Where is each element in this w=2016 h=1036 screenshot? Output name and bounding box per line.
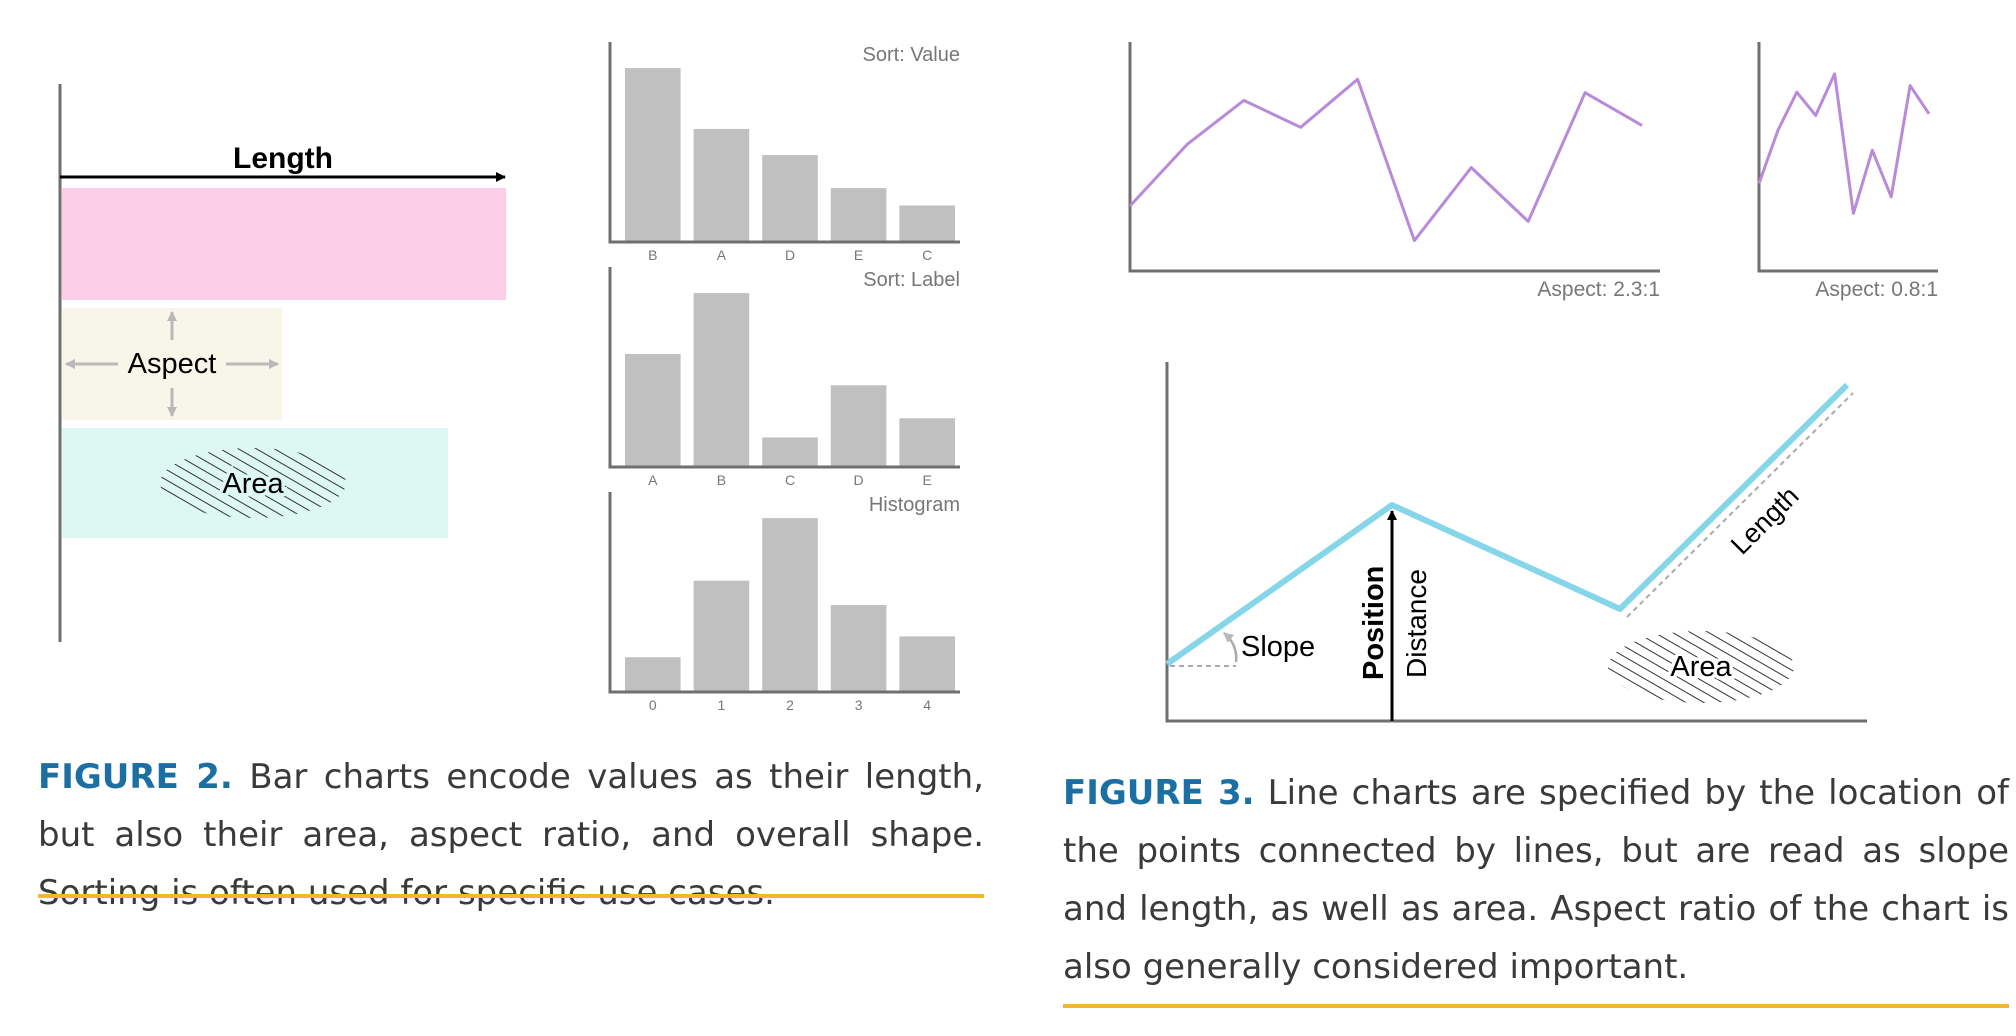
length-bar — [62, 188, 506, 300]
bar — [830, 385, 887, 467]
bar — [762, 518, 818, 692]
bar-chart-axes — [608, 42, 960, 244]
tick-label: C — [785, 472, 795, 488]
bar-chart-title: Histogram — [869, 494, 960, 516]
figure3-caption-label: FIGURE 3. — [1063, 773, 1255, 813]
bar-chart-axes — [608, 267, 960, 469]
slope-arc — [1223, 632, 1238, 663]
anatomy-axes — [1165, 362, 1867, 723]
bar — [830, 605, 887, 692]
distance-label: Distance — [1401, 569, 1432, 678]
bar — [693, 128, 750, 242]
bar-chart-2: A B C D E Sort: Label — [608, 267, 960, 488]
aspect-arrows — [65, 311, 279, 417]
line-chart-2: Aspect: 0.8:1 — [1757, 42, 1938, 301]
tick-label: 1 — [718, 697, 726, 713]
bar — [899, 636, 955, 692]
anatomy-area-hatch — [1608, 631, 1794, 703]
figure3-caption: FIGURE 3. Line charts are specified by t… — [1063, 764, 2009, 996]
tick-label: 3 — [855, 697, 863, 713]
bar — [625, 68, 681, 242]
line-series — [1757, 72, 1931, 215]
anatomy-line — [1165, 382, 1850, 667]
bar-chart-3: 0 1 2 3 4 Histogram — [608, 492, 960, 713]
bar — [899, 205, 955, 242]
line-chart-1: Aspect: 2.3:1 — [1128, 42, 1660, 301]
line-chart-aspect-label: Aspect: 0.8:1 — [1815, 278, 1938, 301]
bar-chart-axes — [608, 492, 960, 694]
bar — [762, 437, 818, 467]
tick-label: C — [922, 247, 932, 263]
figure2-caption-text: Bar charts encode values as their length… — [38, 757, 984, 913]
bar — [625, 353, 681, 467]
tick-label: B — [717, 472, 726, 488]
tick-label: 4 — [923, 697, 931, 713]
line-chart-axes — [1128, 42, 1660, 273]
tick-label: E — [854, 247, 863, 263]
tick-label: A — [717, 247, 727, 263]
line-chart-axes — [1757, 42, 1938, 273]
aspect-label: Aspect — [128, 348, 217, 380]
bar — [625, 657, 681, 692]
bar — [762, 155, 818, 242]
figure3-caption-text: Line charts are specified by the locatio… — [1063, 773, 2009, 987]
line-series — [1128, 77, 1643, 243]
tick-label: D — [785, 247, 795, 263]
tick-label: B — [648, 247, 657, 263]
tick-label: E — [923, 472, 932, 488]
length-dashed — [1626, 392, 1854, 618]
bar — [899, 418, 955, 467]
figure3-anatomy: Slope Position Distance Length Area — [1165, 362, 1867, 723]
bar-chart-title: Sort: Label — [863, 269, 960, 291]
area-label-stroke: Area — [222, 468, 284, 500]
area-hatch — [160, 448, 346, 518]
tick-label: 0 — [649, 697, 657, 713]
position-label: Position — [1358, 566, 1390, 680]
bar — [830, 188, 887, 242]
line-chart-aspect-label: Aspect: 2.3:1 — [1537, 278, 1660, 301]
figure2-caption-label: FIGURE 2. — [38, 757, 233, 797]
bar-chart-title: Sort: Value — [863, 44, 960, 66]
figure2-caption: FIGURE 2. Bar charts encode values as th… — [38, 748, 984, 922]
tick-label: D — [854, 472, 864, 488]
figure3-line-charts: Aspect: 2.3:1 Aspect: 0.8:1 — [1128, 42, 1938, 301]
slope-label: Slope — [1241, 631, 1315, 663]
bar — [693, 293, 750, 467]
tick-label: A — [648, 472, 658, 488]
figure3-rule — [1063, 1004, 2009, 1008]
tick-label: 2 — [786, 697, 794, 713]
bar — [693, 580, 750, 692]
anatomy-area-label: Area — [1670, 651, 1732, 683]
figure2-schematic: Length Aspect Area — [58, 84, 506, 642]
length-label: Length — [233, 142, 333, 175]
bar-chart-1: B A D E C Sort: Value — [608, 42, 960, 263]
figure2-rule — [38, 894, 984, 898]
